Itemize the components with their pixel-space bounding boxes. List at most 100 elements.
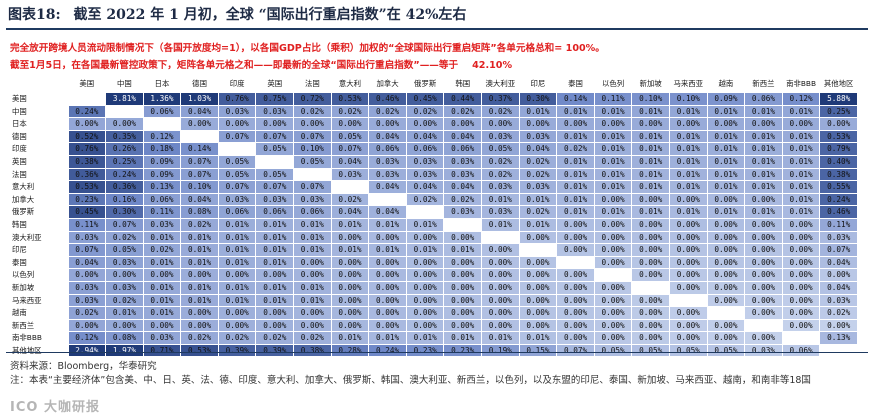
matrix-cell: 0.10%: [669, 92, 708, 106]
matrix-cell: 0.02%: [405, 192, 445, 207]
matrix-cell: 0.00%: [443, 318, 483, 333]
matrix-cell: 0.00%: [105, 268, 144, 282]
row-header: 中国: [12, 106, 27, 116]
matrix-cell: 0.00%: [669, 230, 708, 245]
matrix-cell: 0.01%: [669, 167, 708, 182]
matrix-cell: 0.00%: [293, 268, 332, 282]
matrix-cell: 0.04%: [180, 192, 219, 207]
matrix-cell: 0.02%: [293, 104, 332, 119]
diagonal-cell: [180, 129, 219, 144]
matrix-cell: 0.01%: [405, 217, 445, 232]
matrix-cell: 0.04%: [330, 154, 370, 169]
column-header: 马来西亚: [673, 78, 704, 88]
row-header: 意大利: [12, 182, 35, 192]
matrix-cell: 0.01%: [593, 142, 633, 156]
column-header: 英国: [267, 78, 283, 88]
matrix-cell: 0.76%: [67, 142, 107, 156]
matrix-cell: 0.00%: [368, 230, 407, 245]
matrix-cell: 0.01%: [217, 293, 257, 308]
matrix-cell: 0.02%: [481, 167, 520, 182]
matrix-row: 泰国 0.04% 0.03% 0.01% 0.01% 0.01% 0.01% 0.00% 0.0…: [10, 255, 858, 270]
matrix-cell: 0.00%: [744, 230, 783, 245]
diagonal-cell: [819, 343, 858, 358]
matrix-cell: 0.04%: [819, 255, 858, 270]
matrix-cell: 0.00%: [706, 217, 746, 232]
matrix-cell: 0.00%: [481, 293, 520, 308]
matrix-cell: 0.02%: [481, 104, 520, 119]
matrix-row: 韩国 0.11% 0.07% 0.03% 0.02% 0.01% 0.01% 0.01% 0.0…: [10, 217, 858, 232]
matrix-cell: 0.00%: [67, 318, 107, 333]
matrix-cell: 0.07%: [180, 167, 219, 182]
matrix-cell: 0.07%: [293, 180, 332, 194]
matrix-cell: 0.00%: [781, 293, 821, 308]
matrix-cell: 0.01%: [556, 154, 595, 169]
matrix-cell: 0.00%: [556, 217, 595, 232]
matrix-cell: 1.97%: [105, 343, 144, 358]
matrix-cell: 0.00%: [293, 318, 332, 333]
matrix-cell: 0.01%: [293, 280, 332, 295]
matrix-cell: 0.01%: [255, 217, 295, 232]
restart-index-value: 42.10%: [472, 60, 513, 71]
matrix-cell: 0.01%: [217, 230, 257, 245]
row-header: 澳大利亚: [12, 232, 42, 242]
matrix-cell: 0.00%: [631, 293, 670, 308]
matrix-cell: 0.01%: [180, 243, 219, 257]
matrix-cell: 0.03%: [255, 192, 295, 207]
matrix-cell: 0.06%: [142, 192, 182, 207]
matrix-cell: 0.01%: [518, 192, 558, 207]
matrix-cell: 0.07%: [293, 129, 332, 144]
matrix-cell: 0.01%: [631, 154, 670, 169]
matrix-row: 法国 0.36% 0.24% 0.09% 0.07% 0.05% 0.05% 0.03% 0.0…: [10, 167, 858, 182]
matrix-cell: 0.01%: [180, 280, 219, 295]
matrix-row: 澳大利亚 0.03% 0.02% 0.01% 0.01% 0.01% 0.01% 0.01% 0…: [10, 230, 858, 245]
matrix-cell: 0.00%: [330, 306, 370, 320]
column-header: 意大利: [338, 78, 362, 88]
matrix-cell: 0.14%: [180, 142, 219, 156]
matrix-cell: 0.07%: [255, 180, 295, 194]
column-header: 泰国: [568, 78, 583, 88]
matrix-cell: 0.38%: [293, 343, 332, 358]
matrix-row: 以色列 0.00% 0.00% 0.00% 0.00% 0.00% 0.00% 0.00% 0.…: [10, 268, 858, 282]
matrix-cell: 0.01%: [706, 180, 746, 194]
matrix-header-row: 美国 中国 日本 德国 印度 英国 法国 意大利 加拿大 俄罗斯 韩国 澳大利亚 印尼 泰国 以色列 新加坡 马…: [10, 74, 857, 93]
matrix-cell: 0.01%: [593, 167, 633, 182]
matrix-row: 德国 0.52% 0.35% 0.12% 0.07% 0.07% 0.07% 0.05% 0.0…: [10, 129, 858, 144]
matrix-cell: 0.00%: [180, 306, 219, 320]
matrix-cell: 0.00%: [706, 230, 746, 245]
matrix-cell: 0.00%: [819, 268, 858, 282]
matrix-cell: 0.00%: [669, 117, 708, 131]
matrix-cell: 0.00%: [330, 280, 370, 295]
matrix-cell: 0.06%: [255, 205, 295, 219]
matrix-cell: 0.03%: [443, 154, 483, 169]
matrix-cell: 0.03%: [105, 280, 144, 295]
matrix-cell: 0.07%: [255, 129, 295, 144]
column-header: 南非BBB: [786, 78, 817, 88]
note-line-1: 完全放开跨境人员流动限制情况下（各国开放度均=1），以各国GDP占比（乘积）加权…: [10, 43, 605, 54]
matrix-cell: 0.05%: [105, 243, 144, 257]
matrix-cell: 0.30%: [105, 205, 144, 219]
matrix-cell: 0.01%: [518, 104, 558, 119]
matrix-row: 马来西亚 0.03% 0.02% 0.01% 0.01% 0.01% 0.01% 0.01% 0…: [10, 293, 858, 308]
matrix-cell: 0.01%: [631, 142, 670, 156]
matrix-cell: 0.24%: [368, 343, 407, 358]
matrix-cell: 0.03%: [255, 104, 295, 119]
column-header: 美国: [79, 78, 95, 88]
matrix-cell: 0.01%: [781, 205, 821, 219]
matrix-cell: 0.01%: [368, 217, 407, 232]
column-header: 其他地区: [823, 78, 854, 88]
matrix-cell: 0.01%: [180, 230, 219, 245]
matrix-cell: 0.00%: [180, 268, 219, 282]
matrix-cell: 0.01%: [293, 230, 332, 245]
matrix-cell: 0.01%: [180, 255, 219, 270]
matrix-cell: 0.04%: [368, 205, 407, 219]
matrix-cell: 0.01%: [706, 129, 746, 144]
matrix-cell: 0.00%: [556, 306, 595, 320]
matrix-cell: 0.02%: [255, 331, 295, 345]
matrix-cell: 0.00%: [443, 293, 483, 308]
matrix-cell: 0.03%: [518, 180, 558, 194]
matrix-cell: 0.03%: [819, 230, 858, 245]
matrix-cell: 0.00%: [293, 117, 332, 131]
matrix-cell: 0.01%: [142, 293, 182, 308]
matrix-cell: 0.30%: [518, 92, 558, 106]
matrix-cell: 0.00%: [744, 217, 783, 232]
